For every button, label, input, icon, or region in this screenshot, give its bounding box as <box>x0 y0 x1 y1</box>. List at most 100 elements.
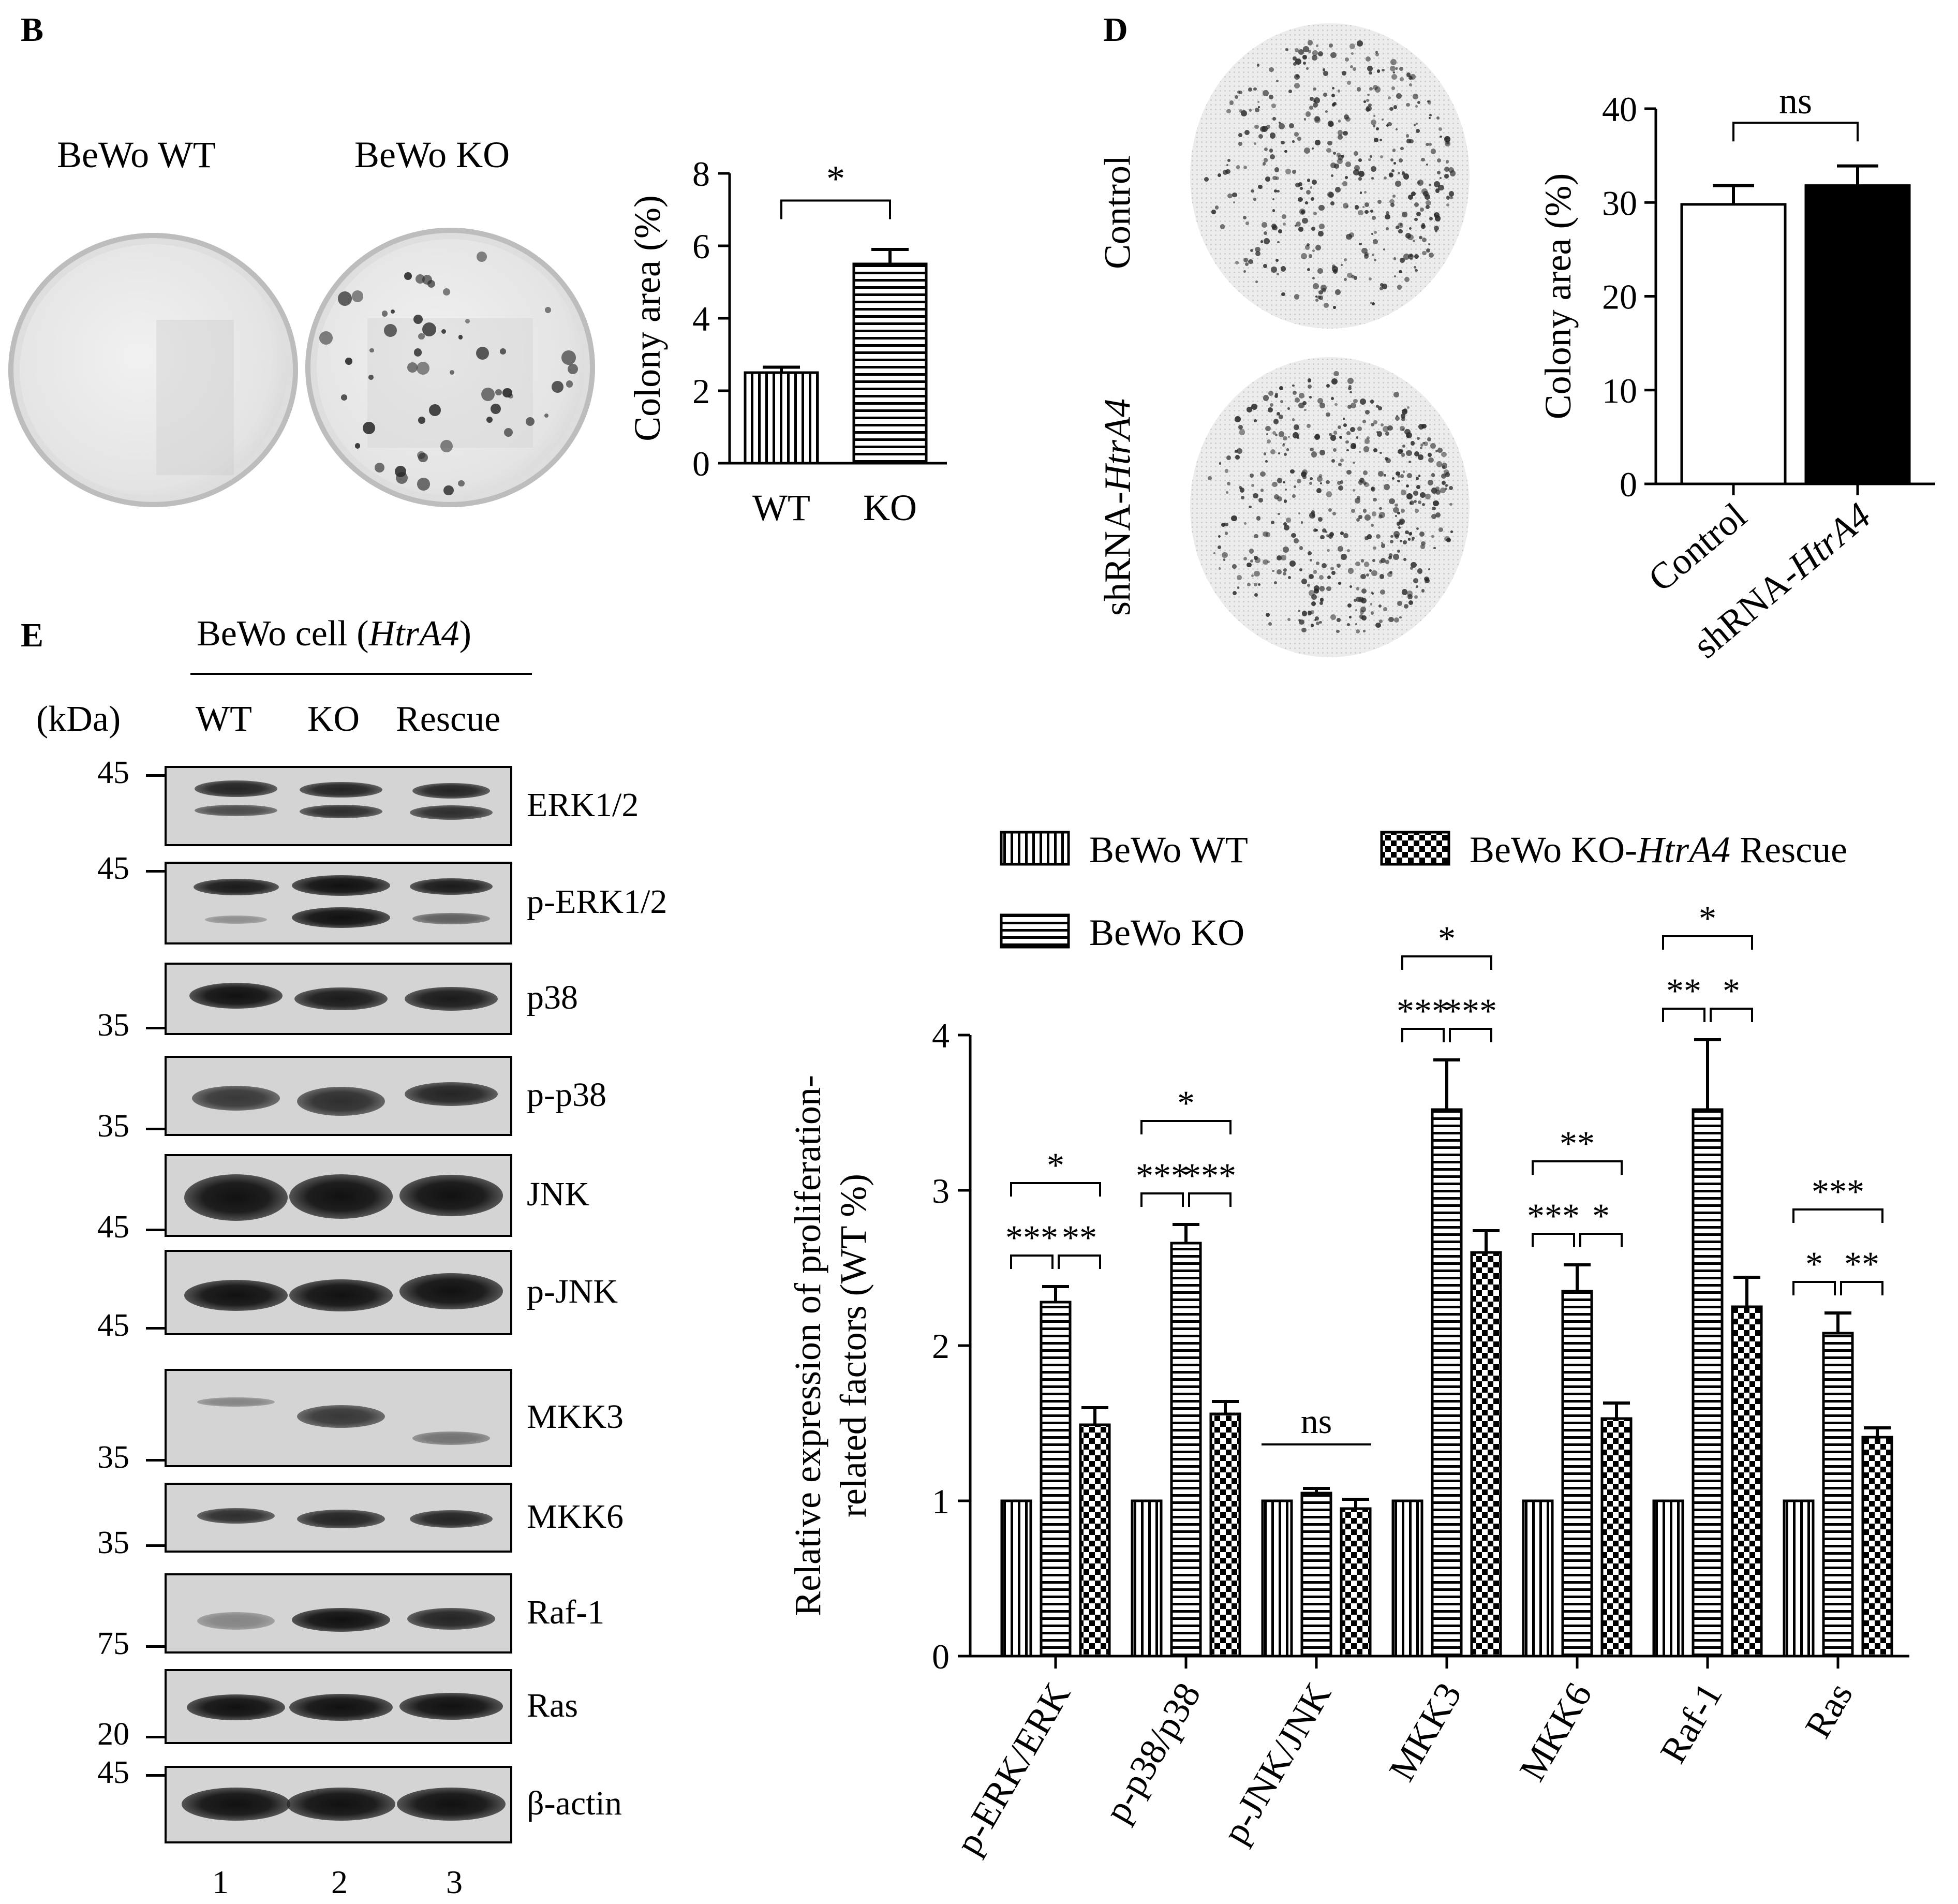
colony-spot <box>1397 511 1400 515</box>
colony-spot <box>1355 609 1358 612</box>
protein-band <box>292 1608 390 1632</box>
colony-spot <box>1406 434 1410 438</box>
colony-spot <box>490 403 501 414</box>
colony-spot <box>1395 416 1400 421</box>
y-tick-label: 30 <box>1602 183 1637 223</box>
colony-spot <box>458 334 463 340</box>
colony-spot <box>1364 202 1369 208</box>
colony-spot <box>1317 295 1322 299</box>
colony-spot <box>1240 495 1244 499</box>
colony-spot <box>1369 71 1372 75</box>
colony-spot <box>1312 87 1316 91</box>
colony-spot <box>1404 276 1410 282</box>
colony-spot <box>1314 434 1321 440</box>
blot-strip <box>165 1250 512 1335</box>
colony-spot <box>1307 179 1311 182</box>
colony-spot <box>1255 557 1260 564</box>
colony-spot <box>1398 475 1401 478</box>
colony-spot <box>1428 457 1434 463</box>
colony-spot <box>1327 140 1332 146</box>
colony-spot <box>1350 427 1356 433</box>
colony-spot <box>1330 435 1337 441</box>
colony-spot <box>1364 191 1367 194</box>
mw-marker-tick <box>146 1027 165 1029</box>
colony-spot <box>1370 166 1376 172</box>
colony-spot <box>1214 205 1219 210</box>
colony-spot <box>1301 611 1308 616</box>
colony-spot <box>1266 433 1269 435</box>
colony-spot <box>1317 268 1324 274</box>
colony-spot <box>1368 277 1372 281</box>
colony-spot <box>1281 555 1286 561</box>
colony-spot <box>1406 72 1411 78</box>
colony-spot <box>1319 224 1325 229</box>
colony-spot <box>1256 64 1260 67</box>
colony-spot <box>1380 139 1383 142</box>
colony-spot <box>1417 180 1423 186</box>
colony-spot <box>1359 398 1366 405</box>
colony-spot <box>1251 404 1257 410</box>
colony-spot <box>1339 435 1342 439</box>
colony-spot <box>1301 579 1308 585</box>
colony-spot <box>1315 299 1319 302</box>
dish-glare <box>156 320 234 475</box>
colony-spot <box>442 288 450 296</box>
dish-glare <box>367 318 533 448</box>
colony-spot <box>1373 420 1378 424</box>
colony-spot <box>1309 589 1315 596</box>
colony-spot <box>1360 573 1366 580</box>
colony-spot <box>1392 195 1396 198</box>
colony-spot <box>1423 441 1429 447</box>
colony-spot <box>1300 521 1303 524</box>
colony-spot <box>1264 231 1268 235</box>
colony-spot <box>1319 597 1324 602</box>
colony-spot <box>1292 384 1295 387</box>
colony-spot <box>1227 193 1233 199</box>
mw-marker-tick <box>146 1327 165 1330</box>
colony-spot <box>345 358 352 365</box>
colony-spot <box>1347 378 1354 384</box>
colony-spot <box>566 380 573 388</box>
colony-spot <box>1288 123 1294 129</box>
colony-spot <box>1369 87 1373 91</box>
significance-label: * <box>1047 1145 1064 1185</box>
kda-label: (kDa) <box>36 699 121 739</box>
colony-spot <box>1396 471 1400 476</box>
colony-spot <box>1366 436 1370 440</box>
colony-spot <box>1377 69 1381 73</box>
colony-spot <box>1266 124 1270 129</box>
colony-spot <box>1279 121 1281 124</box>
colony-spot <box>1347 603 1352 608</box>
colony-spot <box>354 443 360 449</box>
colony-spot <box>1441 451 1447 457</box>
colony-spot <box>1294 48 1299 53</box>
colony-spot <box>1360 559 1364 563</box>
colony-spot <box>1295 397 1300 403</box>
colony-spot <box>1369 155 1372 158</box>
colony-spot <box>1379 619 1383 624</box>
colony-spot <box>1302 475 1307 479</box>
mw-marker-tick <box>146 1736 165 1738</box>
significance-label: *** <box>1136 1156 1189 1195</box>
colony-spot <box>1268 622 1272 626</box>
colony-spot <box>1384 484 1390 490</box>
colony-spot <box>1258 134 1264 139</box>
lane-label-wt: WT <box>196 699 252 739</box>
legend-label: BeWo WT <box>1089 829 1248 870</box>
colony-spot <box>1298 393 1304 398</box>
colony-spot <box>1410 441 1415 446</box>
colony-spot <box>1418 475 1421 478</box>
colony-spot <box>1318 290 1323 295</box>
colony-spot <box>1379 507 1382 510</box>
colony-spot <box>1208 476 1212 481</box>
colony-spot <box>1284 150 1287 153</box>
colony-spot <box>1243 270 1246 273</box>
colony-spot <box>1401 453 1405 457</box>
colony-spot <box>1428 143 1432 146</box>
protein-band <box>189 983 283 1009</box>
colony-spot <box>1380 558 1386 564</box>
colony-spot <box>1309 105 1314 110</box>
colony-spot <box>1435 512 1441 518</box>
colony-spot <box>1288 89 1293 93</box>
colony-spot <box>1387 96 1391 99</box>
